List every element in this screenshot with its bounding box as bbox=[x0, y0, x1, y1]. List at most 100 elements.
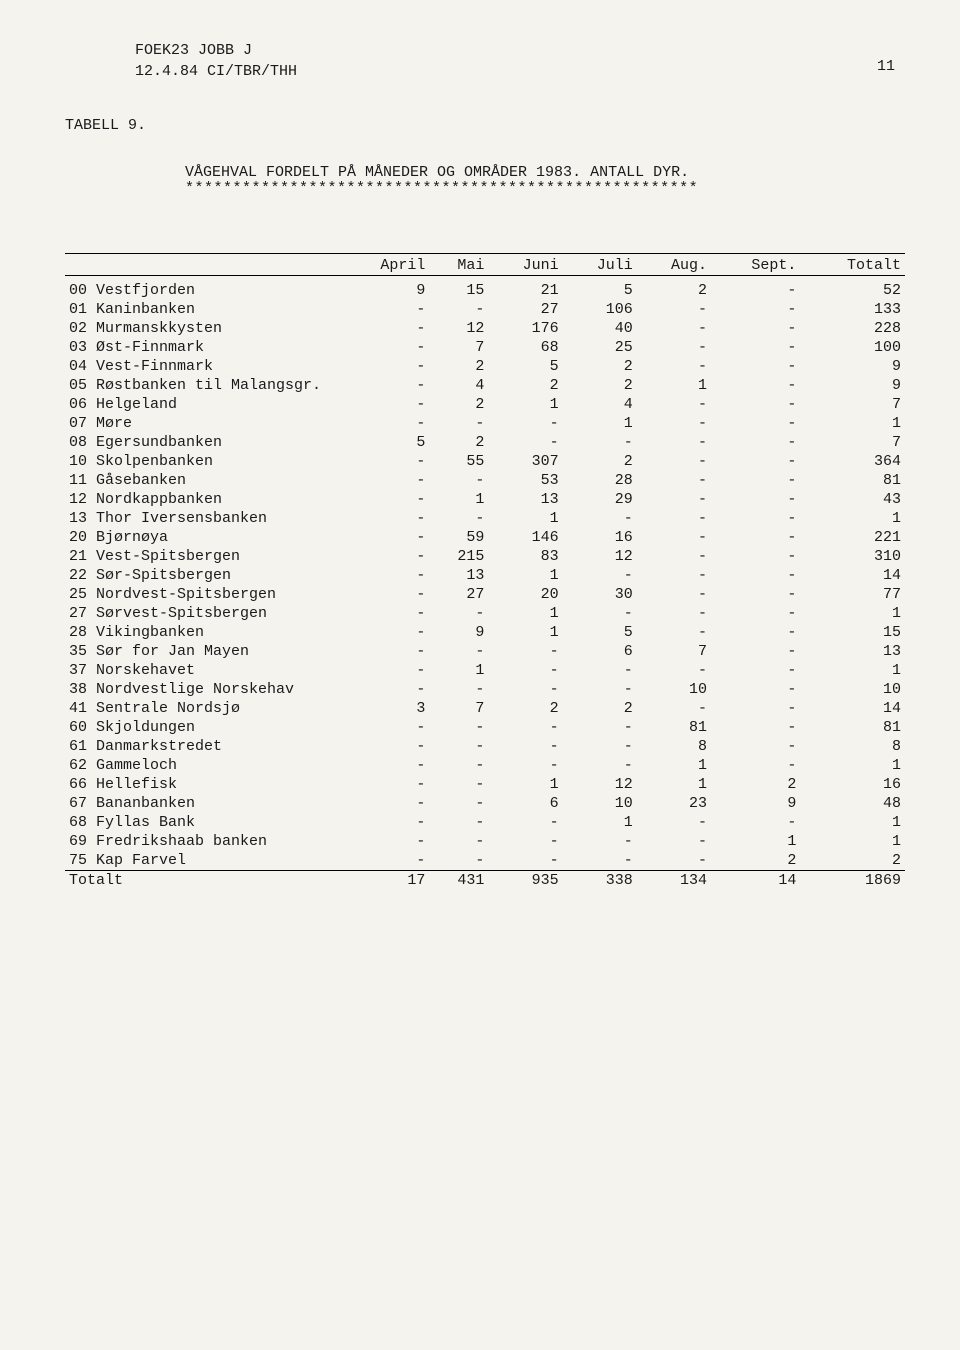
cell-value: 1 bbox=[429, 490, 488, 509]
cell-value: 1 bbox=[488, 623, 562, 642]
row-label: 10 Skolpenbanken bbox=[65, 452, 340, 471]
cell-value: - bbox=[563, 661, 637, 680]
cell-value: - bbox=[711, 433, 800, 452]
cell-value: - bbox=[429, 471, 488, 490]
cell-value: - bbox=[340, 414, 429, 433]
cell-value: - bbox=[637, 604, 711, 623]
cell-value: 29 bbox=[563, 490, 637, 509]
cell-value: 55 bbox=[429, 452, 488, 471]
table-row: 01 Kaninbanken--27106--133 bbox=[65, 300, 905, 319]
total-label: Totalt bbox=[65, 871, 340, 891]
cell-value: 14 bbox=[800, 566, 905, 585]
cell-value: - bbox=[488, 642, 562, 661]
cell-value: - bbox=[637, 490, 711, 509]
cell-value: 1 bbox=[637, 775, 711, 794]
table-row: 62 Gammeloch----1-1 bbox=[65, 756, 905, 775]
cell-value: 215 bbox=[429, 547, 488, 566]
cell-value: 1 bbox=[800, 509, 905, 528]
cell-value: - bbox=[340, 718, 429, 737]
cell-value: - bbox=[637, 414, 711, 433]
cell-value: - bbox=[429, 737, 488, 756]
cell-value: - bbox=[488, 832, 562, 851]
cell-value: - bbox=[340, 775, 429, 794]
cell-value: 2 bbox=[563, 376, 637, 395]
cell-value: - bbox=[637, 433, 711, 452]
cell-value: - bbox=[711, 813, 800, 832]
cell-value: - bbox=[637, 851, 711, 871]
cell-value: 43 bbox=[800, 490, 905, 509]
table-row: 08 Egersundbanken52----7 bbox=[65, 433, 905, 452]
cell-value: 1 bbox=[800, 756, 905, 775]
cell-value: - bbox=[340, 832, 429, 851]
cell-value: 2 bbox=[429, 433, 488, 452]
cell-value: - bbox=[711, 452, 800, 471]
cell-value: - bbox=[340, 604, 429, 623]
cell-value: 2 bbox=[637, 281, 711, 300]
cell-value: 13 bbox=[429, 566, 488, 585]
cell-value: - bbox=[340, 851, 429, 871]
row-label: 03 Øst-Finnmark bbox=[65, 338, 340, 357]
cell-value: - bbox=[488, 433, 562, 452]
table-row: 68 Fyllas Bank---1--1 bbox=[65, 813, 905, 832]
table-row: 21 Vest-Spitsbergen-2158312--310 bbox=[65, 547, 905, 566]
cell-value: 2 bbox=[800, 851, 905, 871]
cell-value: 10 bbox=[637, 680, 711, 699]
row-label: 20 Bjørnøya bbox=[65, 528, 340, 547]
cell-value: - bbox=[429, 794, 488, 813]
table-row: 27 Sørvest-Spitsbergen--1---1 bbox=[65, 604, 905, 623]
cell-value: - bbox=[429, 604, 488, 623]
cell-value: 30 bbox=[563, 585, 637, 604]
cell-value: 16 bbox=[563, 528, 637, 547]
col-header-mai: Mai bbox=[429, 253, 488, 275]
row-label: 27 Sørvest-Spitsbergen bbox=[65, 604, 340, 623]
cell-value: - bbox=[637, 319, 711, 338]
cell-value: - bbox=[488, 680, 562, 699]
cell-value: 40 bbox=[563, 319, 637, 338]
cell-value: - bbox=[340, 585, 429, 604]
cell-value: 3 bbox=[340, 699, 429, 718]
cell-value: - bbox=[488, 851, 562, 871]
row-label: 62 Gammeloch bbox=[65, 756, 340, 775]
cell-value: - bbox=[563, 756, 637, 775]
document-header: FOEK23 JOBB J 12.4.84 CI/TBR/THH 11 bbox=[135, 40, 895, 82]
cell-value: 1 bbox=[800, 832, 905, 851]
cell-value: - bbox=[711, 281, 800, 300]
cell-value: 81 bbox=[800, 718, 905, 737]
cell-value: 9 bbox=[800, 376, 905, 395]
row-label: 06 Helgeland bbox=[65, 395, 340, 414]
cell-value: 52 bbox=[800, 281, 905, 300]
table-row: 61 Danmarkstredet----8-8 bbox=[65, 737, 905, 756]
row-label: 07 Møre bbox=[65, 414, 340, 433]
cell-value: 7 bbox=[800, 395, 905, 414]
cell-value: - bbox=[429, 851, 488, 871]
row-label: 67 Bananbanken bbox=[65, 794, 340, 813]
table-row: 13 Thor Iversensbanken--1---1 bbox=[65, 509, 905, 528]
cell-value: - bbox=[711, 338, 800, 357]
cell-value: - bbox=[711, 718, 800, 737]
cell-value: - bbox=[563, 851, 637, 871]
cell-value: 1 bbox=[800, 414, 905, 433]
cell-value: 5 bbox=[340, 433, 429, 452]
row-label: 01 Kaninbanken bbox=[65, 300, 340, 319]
cell-value: - bbox=[340, 357, 429, 376]
cell-value: 13 bbox=[800, 642, 905, 661]
cell-value: 1 bbox=[488, 604, 562, 623]
cell-value: - bbox=[340, 566, 429, 585]
cell-value: 2 bbox=[488, 376, 562, 395]
cell-value: - bbox=[340, 661, 429, 680]
cell-value: - bbox=[637, 357, 711, 376]
cell-value: - bbox=[429, 718, 488, 737]
header-line-2: 12.4.84 CI/TBR/THH bbox=[135, 61, 297, 82]
cell-value: 83 bbox=[488, 547, 562, 566]
cell-value: 12 bbox=[563, 547, 637, 566]
cell-value: - bbox=[340, 319, 429, 338]
cell-value: - bbox=[340, 452, 429, 471]
table-row: 28 Vikingbanken-915--15 bbox=[65, 623, 905, 642]
row-label: 02 Murmanskkysten bbox=[65, 319, 340, 338]
cell-value: 310 bbox=[800, 547, 905, 566]
header-left: FOEK23 JOBB J 12.4.84 CI/TBR/THH bbox=[135, 40, 297, 82]
cell-value: - bbox=[711, 737, 800, 756]
cell-value: 176 bbox=[488, 319, 562, 338]
cell-value: 28 bbox=[563, 471, 637, 490]
cell-value: - bbox=[488, 737, 562, 756]
